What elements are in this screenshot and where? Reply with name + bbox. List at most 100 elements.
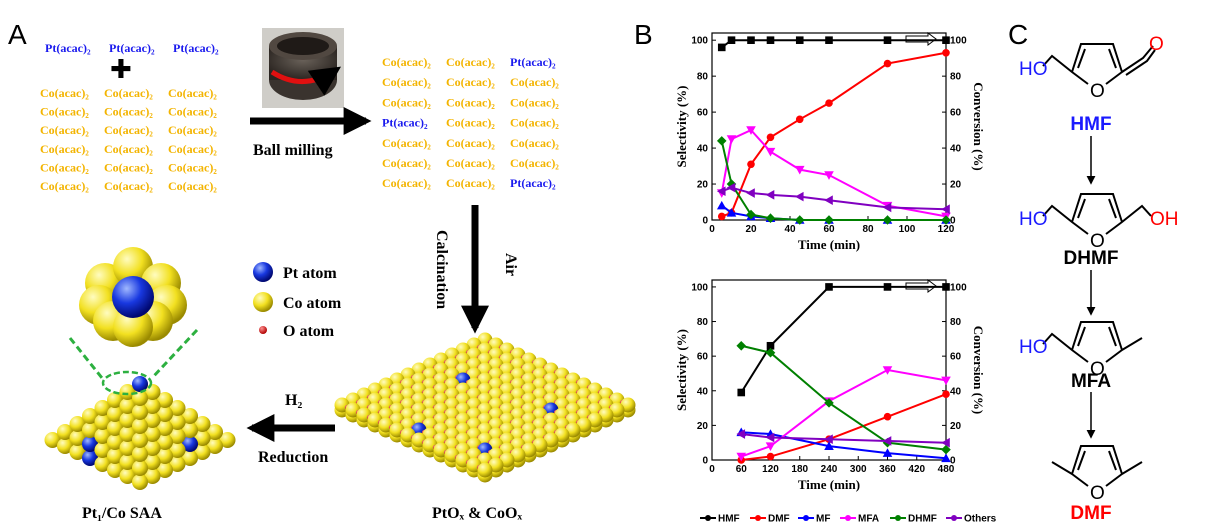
x-tick-label: 20 <box>745 224 757 235</box>
marker <box>824 195 833 205</box>
compound-name: HMF <box>1070 114 1111 135</box>
marker <box>796 36 804 44</box>
marker <box>717 136 727 146</box>
marker <box>884 60 892 68</box>
marker <box>825 283 833 291</box>
legend-marker <box>845 515 851 521</box>
group-label: O <box>1090 81 1105 102</box>
series-line <box>722 188 946 210</box>
precursor: Co(acac)₂ <box>168 105 217 119</box>
ball-mill-photo <box>262 28 344 108</box>
precursor: Co(acac)₂ <box>104 105 153 119</box>
marker <box>766 190 775 200</box>
y2-tick-label: 60 <box>950 352 962 363</box>
precursor: Co(acac)₂ <box>40 86 89 100</box>
y-tick-label: 40 <box>697 144 709 155</box>
precursor: Co(acac)₂ <box>382 136 431 150</box>
panel-label: A <box>8 19 27 50</box>
precursor: Co(acac)₂ <box>446 136 495 150</box>
atom <box>132 446 148 462</box>
precursor: Pt(acac)₂ <box>45 41 91 55</box>
atom-models <box>45 247 636 490</box>
x-tick-label: 300 <box>850 464 867 475</box>
y-tick-label: 60 <box>697 352 709 363</box>
label: Pt₁/Co SAA <box>82 505 162 522</box>
y2-tick-label: 80 <box>950 72 962 83</box>
compound-name: MFA <box>1071 371 1111 392</box>
x-tick-label: 120 <box>762 464 779 475</box>
marker <box>766 148 776 157</box>
marker <box>728 36 736 44</box>
marker <box>767 36 775 44</box>
precursor: Co(acac)₂ <box>510 156 559 170</box>
label: Reduction <box>258 449 328 466</box>
precursor: Co(acac)₂ <box>40 160 89 174</box>
legend-marker <box>895 515 901 521</box>
precursor: Co(acac)₂ <box>168 160 217 174</box>
y2-axis-title: Conversion (%) <box>971 326 986 414</box>
group-label: HO <box>1019 209 1048 230</box>
precursor: Co(acac)₂ <box>510 75 559 89</box>
precursor: Pt(acac)₂ <box>109 41 155 55</box>
marker <box>884 36 892 44</box>
atom <box>132 404 148 420</box>
y-axis-title: Selectivity (%) <box>674 86 689 168</box>
marker <box>727 135 737 144</box>
y2-tick-label: 40 <box>950 144 962 155</box>
y2-axis-title: Conversion (%) <box>971 82 986 170</box>
series-line <box>722 130 946 216</box>
precursor: Co(acac)₂ <box>510 95 559 109</box>
precursor: Co(acac)₂ <box>104 179 153 193</box>
legend-label: Others <box>964 514 997 525</box>
label: Calcination <box>433 230 450 309</box>
y2-tick-label: 80 <box>950 317 962 328</box>
marker <box>884 413 892 421</box>
marker <box>718 213 726 221</box>
atom <box>112 276 154 318</box>
precursor: Co(acac)₂ <box>40 179 89 193</box>
precursor: Co(acac)₂ <box>168 142 217 156</box>
precursor: Co(acac)₂ <box>104 142 153 156</box>
y-tick-label: 100 <box>691 282 708 293</box>
x-axis-title: Time (min) <box>798 237 860 252</box>
y-tick-label: 0 <box>702 456 708 467</box>
legend-marker <box>705 515 711 521</box>
precursor: Pt(acac)₂ <box>510 176 556 190</box>
legend-marker <box>755 515 761 521</box>
precursor: Co(acac)₂ <box>40 105 89 119</box>
marker <box>942 390 950 398</box>
y2-tick-label: 100 <box>950 282 967 293</box>
marker <box>747 36 755 44</box>
marker <box>942 36 950 44</box>
legend-marker <box>803 515 809 521</box>
x-tick-label: 180 <box>791 464 808 475</box>
precursor: Co(acac)₂ <box>40 142 89 156</box>
precursor: Pt(acac)₂ <box>382 116 428 130</box>
precursor: Co(acac)₂ <box>446 95 495 109</box>
y2-tick-label: 100 <box>950 36 967 47</box>
group-label: HO <box>1019 59 1048 80</box>
legend-marker <box>951 515 957 521</box>
x-tick-label: 240 <box>821 464 838 475</box>
precursor: Co(acac)₂ <box>104 160 153 174</box>
marker <box>941 377 951 386</box>
group-label: O <box>1149 34 1164 55</box>
precursor: Co(acac)₂ <box>382 176 431 190</box>
marker <box>717 201 727 210</box>
atom <box>132 418 148 434</box>
marker <box>825 99 833 107</box>
plus-sign: ✚ <box>110 55 132 85</box>
marker <box>824 171 834 180</box>
x-tick-label: 420 <box>908 464 925 475</box>
label: H₂ <box>285 392 302 409</box>
y-tick-label: 40 <box>697 386 709 397</box>
series-line <box>741 394 946 460</box>
marker <box>737 389 745 397</box>
y2-tick-label: 40 <box>950 386 962 397</box>
marker <box>767 453 775 461</box>
precursor: Co(acac)₂ <box>40 123 89 137</box>
label: Air <box>502 253 519 276</box>
precursor: Co(acac)₂ <box>446 176 495 190</box>
y-tick-label: 0 <box>702 216 708 227</box>
precursor: Co(acac)₂ <box>168 123 217 137</box>
